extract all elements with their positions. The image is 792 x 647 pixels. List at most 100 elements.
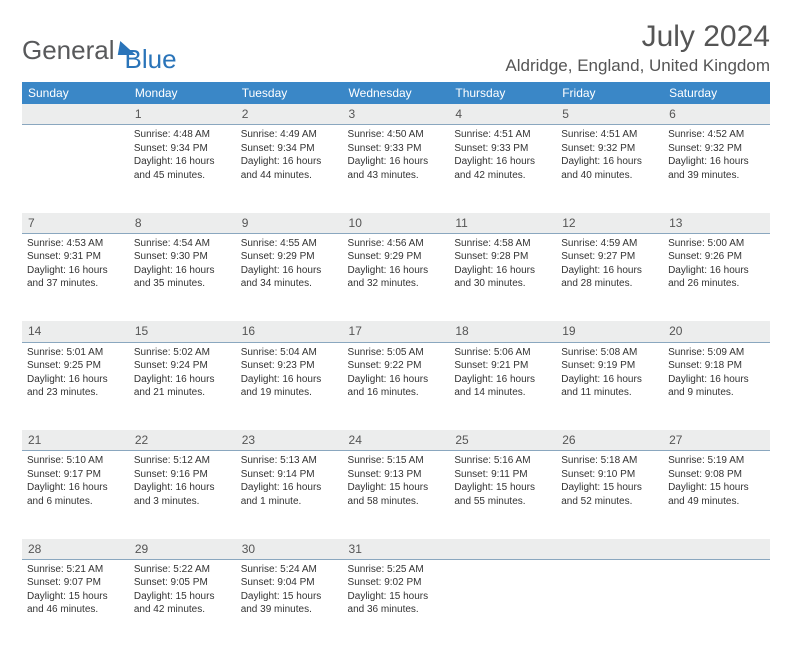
day-number bbox=[556, 539, 663, 560]
day-number: 21 bbox=[22, 430, 129, 451]
day-cell bbox=[663, 559, 770, 647]
sunrise-text: Sunrise: 4:59 AM bbox=[561, 237, 658, 251]
sunrise-text: Sunrise: 4:51 AM bbox=[561, 128, 658, 142]
sunrise-text: Sunrise: 4:49 AM bbox=[241, 128, 338, 142]
day-cell: Sunrise: 5:02 AMSunset: 9:24 PMDaylight:… bbox=[129, 342, 236, 430]
sunset-text: Sunset: 9:29 PM bbox=[241, 250, 338, 264]
title-block: July 2024 Aldridge, England, United King… bbox=[505, 20, 770, 76]
sunset-text: Sunset: 9:05 PM bbox=[134, 576, 231, 590]
day-number: 5 bbox=[556, 104, 663, 125]
daylight-text: Daylight: 16 hours bbox=[348, 155, 445, 169]
day-number-row: 21222324252627 bbox=[22, 430, 770, 451]
sunrise-text: Sunrise: 5:18 AM bbox=[561, 454, 658, 468]
day-cell: Sunrise: 4:51 AMSunset: 9:33 PMDaylight:… bbox=[449, 125, 556, 213]
daylight-text: Daylight: 16 hours bbox=[668, 155, 765, 169]
daylight-text: Daylight: 16 hours bbox=[27, 373, 124, 387]
daylight-text: Daylight: 16 hours bbox=[27, 481, 124, 495]
sunrise-text: Sunrise: 5:04 AM bbox=[241, 346, 338, 360]
daylight-text: Daylight: 15 hours bbox=[241, 590, 338, 604]
sunrise-text: Sunrise: 4:52 AM bbox=[668, 128, 765, 142]
day-cell: Sunrise: 4:52 AMSunset: 9:32 PMDaylight:… bbox=[663, 125, 770, 213]
daylight-text: Daylight: 16 hours bbox=[348, 373, 445, 387]
sunset-text: Sunset: 9:28 PM bbox=[454, 250, 551, 264]
sunset-text: Sunset: 9:19 PM bbox=[561, 359, 658, 373]
weekday-header-row: Sunday Monday Tuesday Wednesday Thursday… bbox=[22, 82, 770, 104]
day-number: 10 bbox=[343, 213, 450, 234]
day-number: 9 bbox=[236, 213, 343, 234]
day-number: 8 bbox=[129, 213, 236, 234]
day-number: 26 bbox=[556, 430, 663, 451]
day-number: 27 bbox=[663, 430, 770, 451]
day-cell: Sunrise: 5:15 AMSunset: 9:13 PMDaylight:… bbox=[343, 451, 450, 539]
sunset-text: Sunset: 9:30 PM bbox=[134, 250, 231, 264]
day-cell: Sunrise: 5:24 AMSunset: 9:04 PMDaylight:… bbox=[236, 559, 343, 647]
daylight-text: and 16 minutes. bbox=[348, 386, 445, 400]
daylight-text: and 28 minutes. bbox=[561, 277, 658, 291]
day-number: 14 bbox=[22, 321, 129, 342]
day-number: 28 bbox=[22, 539, 129, 560]
day-number: 18 bbox=[449, 321, 556, 342]
day-cell: Sunrise: 4:55 AMSunset: 9:29 PMDaylight:… bbox=[236, 233, 343, 321]
day-number: 20 bbox=[663, 321, 770, 342]
day-number: 3 bbox=[343, 104, 450, 125]
daylight-text: Daylight: 16 hours bbox=[241, 155, 338, 169]
daylight-text: and 46 minutes. bbox=[27, 603, 124, 617]
daylight-text: Daylight: 15 hours bbox=[27, 590, 124, 604]
sunrise-text: Sunrise: 4:48 AM bbox=[134, 128, 231, 142]
daylight-text: and 39 minutes. bbox=[668, 169, 765, 183]
sunrise-text: Sunrise: 4:55 AM bbox=[241, 237, 338, 251]
sunrise-text: Sunrise: 5:06 AM bbox=[454, 346, 551, 360]
sunrise-text: Sunrise: 5:25 AM bbox=[348, 563, 445, 577]
day-info-row: Sunrise: 5:01 AMSunset: 9:25 PMDaylight:… bbox=[22, 342, 770, 430]
day-cell: Sunrise: 4:49 AMSunset: 9:34 PMDaylight:… bbox=[236, 125, 343, 213]
sunset-text: Sunset: 9:33 PM bbox=[348, 142, 445, 156]
daylight-text: and 34 minutes. bbox=[241, 277, 338, 291]
sunset-text: Sunset: 9:10 PM bbox=[561, 468, 658, 482]
day-cell: Sunrise: 5:04 AMSunset: 9:23 PMDaylight:… bbox=[236, 342, 343, 430]
day-cell: Sunrise: 5:21 AMSunset: 9:07 PMDaylight:… bbox=[22, 559, 129, 647]
daylight-text: and 6 minutes. bbox=[27, 495, 124, 509]
sunrise-text: Sunrise: 5:15 AM bbox=[348, 454, 445, 468]
sunset-text: Sunset: 9:32 PM bbox=[561, 142, 658, 156]
daylight-text: Daylight: 16 hours bbox=[241, 373, 338, 387]
daylight-text: and 49 minutes. bbox=[668, 495, 765, 509]
day-number-row: 14151617181920 bbox=[22, 321, 770, 342]
weekday-header: Monday bbox=[129, 82, 236, 104]
sunset-text: Sunset: 9:34 PM bbox=[134, 142, 231, 156]
daylight-text: Daylight: 16 hours bbox=[241, 481, 338, 495]
day-cell: Sunrise: 5:09 AMSunset: 9:18 PMDaylight:… bbox=[663, 342, 770, 430]
day-number: 1 bbox=[129, 104, 236, 125]
day-number: 29 bbox=[129, 539, 236, 560]
sunrise-text: Sunrise: 5:00 AM bbox=[668, 237, 765, 251]
day-number: 23 bbox=[236, 430, 343, 451]
daylight-text: and 14 minutes. bbox=[454, 386, 551, 400]
day-number: 22 bbox=[129, 430, 236, 451]
daylight-text: Daylight: 15 hours bbox=[454, 481, 551, 495]
sunset-text: Sunset: 9:11 PM bbox=[454, 468, 551, 482]
sunset-text: Sunset: 9:18 PM bbox=[668, 359, 765, 373]
daylight-text: Daylight: 16 hours bbox=[348, 264, 445, 278]
daylight-text: Daylight: 16 hours bbox=[561, 373, 658, 387]
sunrise-text: Sunrise: 5:05 AM bbox=[348, 346, 445, 360]
daylight-text: and 37 minutes. bbox=[27, 277, 124, 291]
day-cell: Sunrise: 4:51 AMSunset: 9:32 PMDaylight:… bbox=[556, 125, 663, 213]
day-number: 17 bbox=[343, 321, 450, 342]
logo-text-general: General bbox=[22, 35, 115, 66]
daylight-text: and 42 minutes. bbox=[134, 603, 231, 617]
daylight-text: and 45 minutes. bbox=[134, 169, 231, 183]
calendar-table: Sunday Monday Tuesday Wednesday Thursday… bbox=[22, 82, 770, 647]
daylight-text: Daylight: 16 hours bbox=[241, 264, 338, 278]
day-cell bbox=[449, 559, 556, 647]
daylight-text: and 32 minutes. bbox=[348, 277, 445, 291]
daylight-text: and 1 minute. bbox=[241, 495, 338, 509]
daylight-text: and 39 minutes. bbox=[241, 603, 338, 617]
weekday-header: Wednesday bbox=[343, 82, 450, 104]
sunset-text: Sunset: 9:23 PM bbox=[241, 359, 338, 373]
sunrise-text: Sunrise: 5:12 AM bbox=[134, 454, 231, 468]
sunrise-text: Sunrise: 5:19 AM bbox=[668, 454, 765, 468]
daylight-text: and 11 minutes. bbox=[561, 386, 658, 400]
day-number: 4 bbox=[449, 104, 556, 125]
day-cell: Sunrise: 5:05 AMSunset: 9:22 PMDaylight:… bbox=[343, 342, 450, 430]
daylight-text: Daylight: 16 hours bbox=[561, 155, 658, 169]
day-cell: Sunrise: 5:12 AMSunset: 9:16 PMDaylight:… bbox=[129, 451, 236, 539]
